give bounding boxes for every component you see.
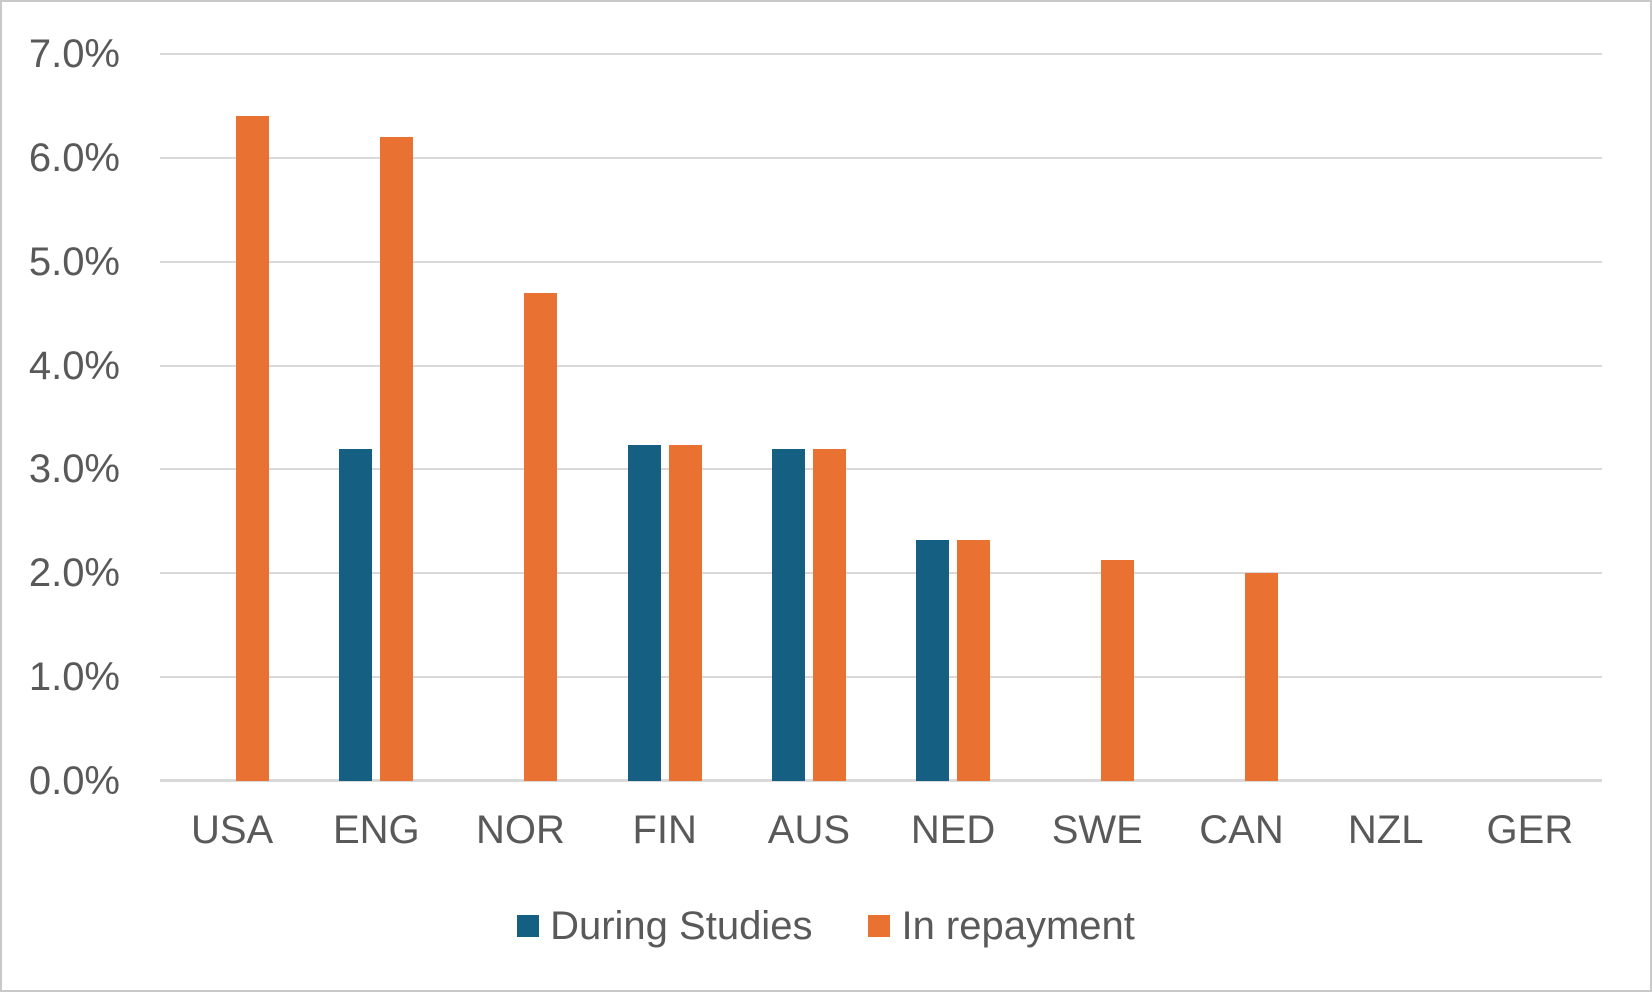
gridline	[160, 364, 1602, 367]
x-category-label-swe: SWE	[1051, 808, 1143, 852]
bar-swe-in-repayment	[1101, 559, 1135, 781]
y-tick-label: 3.0%	[28, 447, 120, 492]
category-group-swe	[1025, 54, 1169, 781]
y-tick-label: 7.0%	[28, 32, 120, 76]
x-category-label-fin: FIN	[632, 808, 697, 852]
bar-ned-in-repayment	[957, 540, 991, 781]
gridline	[160, 53, 1602, 55]
y-tick-label: 2.0%	[28, 551, 120, 596]
x-category-label-ned: NED	[910, 808, 996, 852]
category-group-fin	[593, 54, 737, 781]
gridline	[160, 676, 1602, 679]
y-tick-label: 0.0%	[28, 759, 120, 803]
bar-usa-in-repayment	[236, 116, 270, 781]
legend-item-during-studies: During Studies	[517, 904, 812, 948]
category-group-eng	[304, 54, 448, 781]
x-category-label-eng: ENG	[332, 808, 420, 852]
gridline	[160, 156, 1602, 159]
legend-swatch-during-studies-icon	[517, 915, 540, 937]
legend: During Studies In repayment	[2, 904, 1650, 948]
legend-label-during-studies: During Studies	[550, 904, 813, 948]
category-group-nzl	[1314, 54, 1458, 781]
y-tick-label: 6.0%	[28, 135, 120, 180]
gridline	[160, 468, 1602, 471]
category-group-usa	[160, 54, 304, 781]
y-tick-label: 1.0%	[28, 655, 120, 700]
category-group-can	[1169, 54, 1313, 781]
bar-ned-during-studies	[916, 540, 950, 781]
category-group-ned	[881, 54, 1025, 781]
bar-eng-in-repayment	[380, 137, 414, 781]
y-tick-label: 4.0%	[28, 343, 120, 388]
gridline	[160, 260, 1602, 263]
x-category-label-nor: NOR	[476, 808, 565, 852]
bar-nor-in-repayment	[524, 292, 558, 781]
bar-eng-during-studies	[339, 448, 373, 781]
x-category-label-usa: USA	[190, 808, 274, 852]
bar-can-in-repayment	[1245, 573, 1279, 781]
category-group-nor	[448, 54, 592, 781]
x-axis-line	[160, 779, 1602, 782]
category-group-ger	[1458, 54, 1602, 781]
x-category-label-ger: GER	[1486, 808, 1574, 852]
bar-fin-in-repayment	[668, 444, 702, 781]
bar-fin-during-studies	[627, 444, 661, 781]
x-category-label-nzl: NZL	[1347, 808, 1424, 852]
legend-label-in-repayment: In repayment	[901, 904, 1135, 948]
x-category-label-can: CAN	[1199, 808, 1284, 852]
x-category-label-aus: AUS	[767, 808, 851, 852]
legend-item-in-repayment: In repayment	[868, 904, 1135, 948]
gridline	[160, 572, 1602, 575]
plot-area	[160, 53, 1602, 782]
bar-aus-in-repayment	[812, 448, 846, 781]
bar-aus-during-studies	[771, 448, 805, 781]
legend-swatch-in-repayment-icon	[868, 915, 891, 937]
y-tick-label: 5.0%	[28, 239, 120, 284]
category-group-aus	[737, 54, 881, 781]
x-axis-labels: USA ENG NOR FIN AUS NED SWE CAN NZL GER	[160, 808, 1602, 856]
